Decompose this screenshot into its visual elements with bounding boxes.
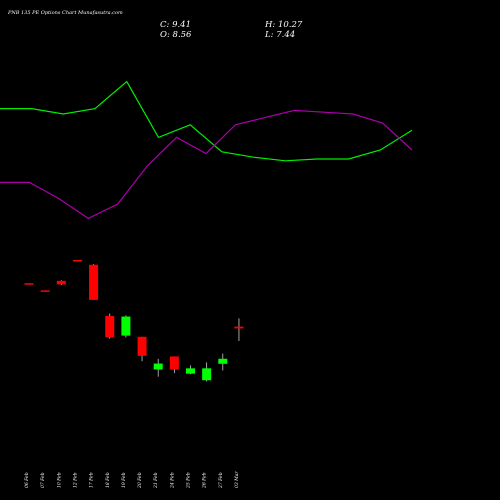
candle-body: [169, 356, 179, 370]
candle-20-feb: [137, 336, 147, 362]
candle-17-feb: [89, 264, 99, 300]
low-readout: L: 7.44: [264, 30, 295, 40]
candle-03-mar: [234, 318, 244, 341]
candle-12-feb: [72, 260, 82, 262]
x-tick-label: 24 Feb: [169, 472, 175, 489]
candle-19-feb: [121, 315, 131, 338]
x-tick-label: 26 Feb: [202, 472, 208, 489]
x-tick-label: 03 Mar: [234, 471, 240, 488]
candle-body: [218, 358, 228, 364]
candle-body: [24, 283, 34, 285]
candle-24-feb: [169, 356, 179, 374]
candle-07-feb: [40, 290, 50, 292]
x-tick-label: 10 Feb: [56, 472, 62, 488]
candle-18-feb: [105, 313, 115, 339]
candle-body: [72, 260, 82, 262]
candle-body: [89, 264, 99, 300]
x-tick-label: 06 Feb: [24, 472, 30, 488]
candle-body: [137, 336, 147, 356]
candle-body: [40, 290, 50, 292]
candle-body: [186, 368, 195, 374]
candle-body: [105, 315, 115, 338]
chart-title: PNB 135 PE Options Chart Munafasutra.com: [7, 10, 123, 16]
x-axis-ticks: 06 Feb 07 Feb 10 Feb 12 Feb 17 Feb 18 Feb 19 F…: [24, 471, 240, 489]
candle-body: [121, 316, 131, 336]
candle-26-feb: [202, 362, 212, 382]
x-tick-label: 17 Feb: [89, 472, 95, 488]
candles-layer: [24, 260, 244, 382]
x-tick-label: 21 Feb: [153, 472, 159, 489]
open-readout: O: 8.56: [160, 30, 192, 40]
x-tick-label: 19 Feb: [121, 472, 127, 488]
candle-21-feb: [153, 358, 163, 377]
high-readout: H: 10.27: [264, 20, 303, 30]
x-tick-label: 18 Feb: [105, 472, 111, 488]
lower-band-line: [0, 109, 413, 220]
bands-layer: [0, 80, 413, 220]
candle-06-feb: [24, 283, 34, 285]
x-tick-label: 25 Feb: [186, 472, 192, 489]
x-tick-label: 20 Feb: [137, 472, 143, 489]
candle-body: [56, 280, 66, 285]
x-tick-label: 12 Feb: [72, 472, 78, 488]
candle-body: [202, 368, 212, 381]
candle-27-feb: [218, 353, 228, 371]
candle-10-feb: [56, 280, 66, 285]
x-tick-label: 07 Feb: [40, 472, 46, 488]
x-tick-label: 27 Feb: [218, 472, 224, 489]
candle-25-feb: [186, 365, 195, 375]
close-readout: C: 9.41: [160, 20, 191, 30]
upper-band-line: [0, 80, 413, 162]
candle-body: [153, 363, 163, 370]
candle-body: [234, 326, 244, 329]
